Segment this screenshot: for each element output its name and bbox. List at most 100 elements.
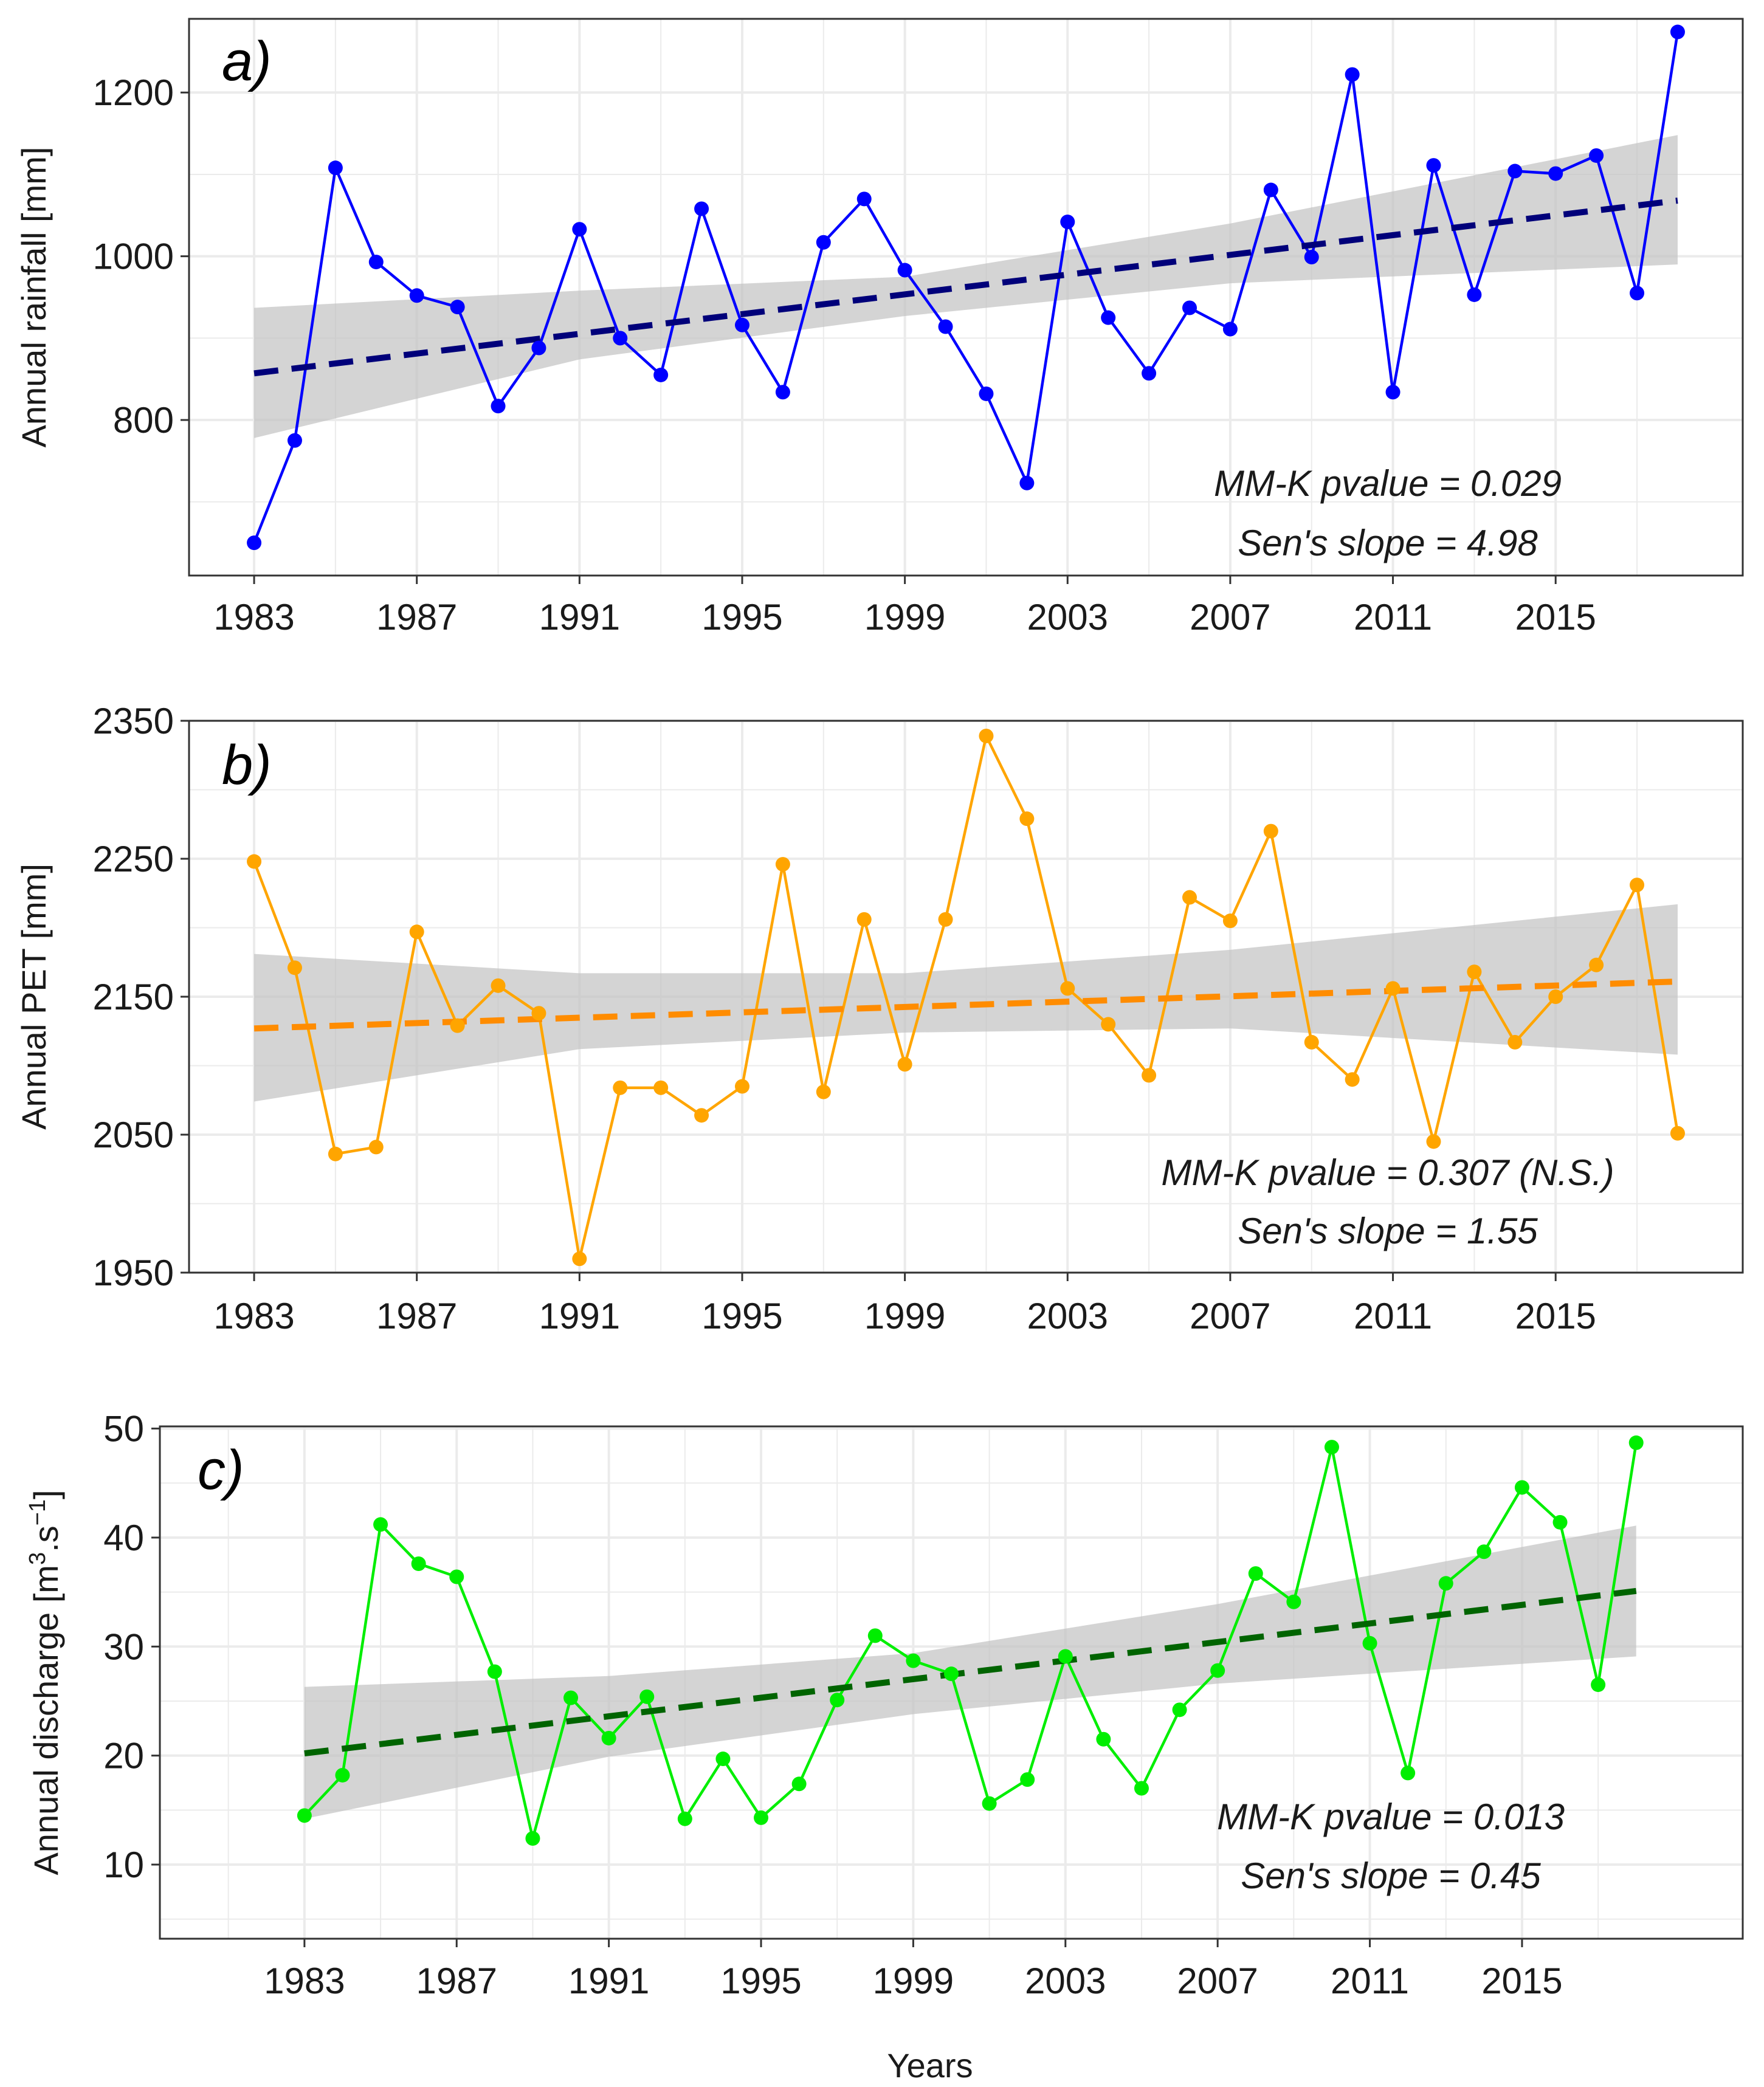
- PET-point: [1589, 957, 1604, 972]
- PET-point: [1426, 1134, 1441, 1149]
- discharge-point: [487, 1664, 502, 1679]
- PET-point: [572, 1251, 587, 1267]
- x-tick-label: 2011: [1354, 597, 1432, 638]
- rainfall-point: [694, 201, 709, 216]
- y-tick-label: 30: [103, 1626, 144, 1667]
- x-tick-label: 2015: [1515, 597, 1596, 638]
- rainfall-point: [1385, 385, 1401, 400]
- PET-point: [816, 1084, 831, 1099]
- PET-point: [247, 854, 262, 869]
- rainfall-point: [328, 160, 343, 176]
- discharge-point: [1362, 1635, 1377, 1651]
- x-tick-label: 1995: [720, 1961, 801, 2001]
- rainfall-point: [1630, 286, 1645, 301]
- PET-point: [1385, 981, 1401, 996]
- PET-point: [450, 1018, 465, 1033]
- rainfall-point: [368, 255, 384, 270]
- x-tick-label: 1999: [864, 597, 945, 638]
- x-tick-label: 2003: [1027, 1296, 1108, 1336]
- PET-point: [734, 1079, 749, 1094]
- discharge-point: [1438, 1576, 1453, 1591]
- mmk-pvalue-annotation: MM-K pvalue = 0.013: [1217, 1796, 1565, 1837]
- y-tick-label: 10: [103, 1845, 144, 1885]
- x-tick-label: 1983: [213, 597, 294, 638]
- PET-point: [1060, 981, 1075, 996]
- rainfall-point: [1304, 249, 1319, 264]
- discharge-point: [944, 1666, 959, 1682]
- rainfall-point: [287, 433, 302, 448]
- rainfall-point: [1060, 215, 1075, 230]
- PET-point: [1263, 823, 1278, 839]
- discharge-point: [715, 1752, 731, 1767]
- PET-point: [979, 728, 994, 743]
- PET-point: [531, 1006, 546, 1021]
- discharge-point: [1286, 1594, 1301, 1609]
- PET-point: [1467, 964, 1482, 980]
- x-axis-title: Years: [887, 2046, 973, 2085]
- PET-point: [1670, 1126, 1685, 1141]
- panel-c: 1983 1987 1991 1995 1999 2003 2007 2011 2015 10 20…: [25, 1409, 1744, 2001]
- discharge-point: [1096, 1731, 1111, 1747]
- PET-point: [368, 1140, 384, 1155]
- x-tick-label: 1987: [376, 1296, 457, 1336]
- rainfall-point: [1263, 182, 1278, 198]
- PET-point: [1222, 913, 1238, 929]
- plot-frame: [188, 18, 1744, 577]
- x-tick-label: 2007: [1190, 597, 1270, 638]
- discharge-point: [754, 1810, 769, 1825]
- x-tick-label: 1991: [539, 1296, 620, 1336]
- rainfall-point: [247, 535, 262, 551]
- x-tick-label: 1991: [539, 597, 620, 638]
- x-tick-label: 1995: [701, 597, 782, 638]
- trend-line: [253, 198, 1678, 377]
- rainfall-point: [734, 317, 749, 332]
- rainfall-point: [613, 331, 628, 346]
- rainfall-point: [1507, 163, 1523, 179]
- x-tick-label: 1987: [416, 1961, 497, 2001]
- PET-point: [775, 857, 790, 872]
- rainfall-point: [409, 288, 424, 303]
- PET-point: [938, 912, 953, 927]
- rainfall-point: [856, 191, 872, 207]
- rainfall-point: [1019, 475, 1035, 490]
- discharge-point: [563, 1690, 579, 1705]
- x-tick-label: 2011: [1331, 1961, 1409, 2001]
- discharge-point: [1324, 1440, 1339, 1455]
- y-axis-title: Annual PET [mm]: [15, 864, 53, 1130]
- rainfall-point: [450, 300, 465, 315]
- x-tick-label: 1991: [568, 1961, 649, 2001]
- x-tick-label: 1987: [376, 597, 457, 638]
- rainfall-point: [1345, 67, 1360, 82]
- x-tick-label: 2003: [1027, 597, 1108, 638]
- PET-point: [1182, 890, 1197, 905]
- panel-a: 1983 1987 1991 1995 1999 2003 2007 2011 2015 800 1…: [15, 18, 1744, 638]
- panel-b: 1983 1987 1991 1995 1999 2003 2007 2011 2015 1950…: [15, 701, 1744, 1336]
- y-tick-label: 20: [103, 1736, 144, 1776]
- y-tick-label: 2050: [93, 1115, 174, 1155]
- rainfall-point: [1426, 158, 1441, 173]
- rainfall-series-line: [252, 32, 1680, 543]
- PET-point: [1548, 989, 1563, 1004]
- y-tick-label: 40: [103, 1518, 144, 1558]
- PET-point: [694, 1108, 709, 1123]
- y-axis-title: Annual rainfall [mm]: [15, 147, 53, 448]
- discharge-point: [982, 1796, 997, 1811]
- rainfall-point: [1142, 366, 1157, 381]
- x-tick-label: 1999: [864, 1296, 945, 1336]
- sens-slope-annotation: Sen's slope = 0.45: [1241, 1855, 1541, 1896]
- PET-point: [1630, 878, 1645, 893]
- x-tick-label: 2007: [1177, 1961, 1258, 2001]
- rainfall-point: [1589, 148, 1604, 163]
- discharge-point: [1514, 1480, 1529, 1495]
- discharge-point: [1172, 1702, 1187, 1717]
- PET-point: [491, 978, 506, 993]
- sens-slope-annotation: Sen's slope = 1.55: [1238, 1211, 1538, 1251]
- rainfall-point: [491, 399, 506, 414]
- discharge-point: [1476, 1544, 1492, 1559]
- x-tick-label: 1999: [873, 1961, 954, 2001]
- y-tick-label: 2250: [93, 839, 174, 879]
- discharge-series-line: [303, 1442, 1638, 1840]
- PET-point: [1101, 1017, 1116, 1032]
- panel-label: c): [198, 1439, 244, 1501]
